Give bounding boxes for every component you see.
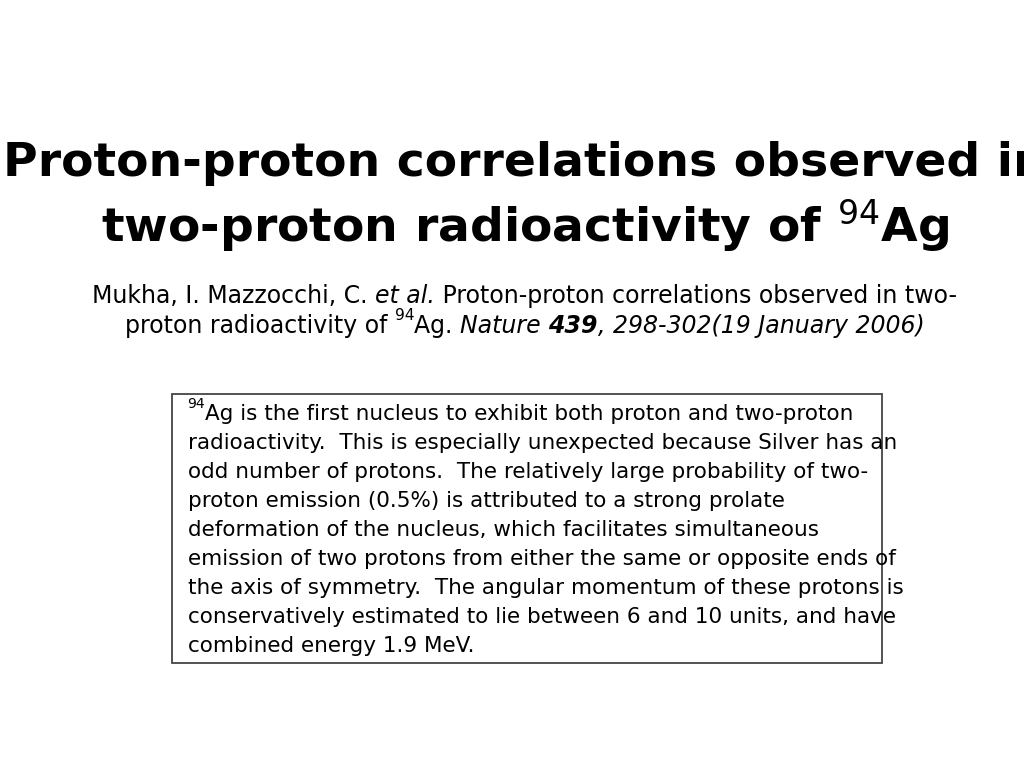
Text: the axis of symmetry.  The angular momentum of these protons is: the axis of symmetry. The angular moment… (187, 578, 903, 598)
Text: Proton-proton correlations observed in: Proton-proton correlations observed in (3, 141, 1024, 186)
Text: 439: 439 (549, 314, 598, 338)
Text: combined energy 1.9 MeV.: combined energy 1.9 MeV. (187, 636, 474, 657)
Text: odd number of protons.  The relatively large probability of two-: odd number of protons. The relatively la… (187, 462, 867, 482)
Text: Nature: Nature (461, 314, 549, 338)
Text: 94: 94 (187, 397, 205, 412)
Text: radioactivity.  This is especially unexpected because Silver has an: radioactivity. This is especially unexpe… (187, 433, 897, 453)
FancyBboxPatch shape (172, 394, 882, 663)
Text: emission of two protons from either the same or opposite ends of: emission of two protons from either the … (187, 549, 895, 569)
Text: Proton-proton correlations observed in two-: Proton-proton correlations observed in t… (435, 284, 957, 308)
Text: proton emission (0.5%) is attributed to a strong prolate: proton emission (0.5%) is attributed to … (187, 492, 784, 511)
Text: 94: 94 (395, 308, 415, 323)
Text: conservatively estimated to lie between 6 and 10 units, and have: conservatively estimated to lie between … (187, 607, 896, 627)
Text: Ag.: Ag. (415, 314, 461, 338)
Text: Ag is the first nucleus to exhibit both proton and two-proton: Ag is the first nucleus to exhibit both … (205, 405, 854, 425)
Text: proton radioactivity of: proton radioactivity of (125, 314, 395, 338)
Text: et al.: et al. (376, 284, 435, 308)
Text: two-proton radioactivity of $^{94}$Ag: two-proton radioactivity of $^{94}$Ag (100, 197, 949, 253)
Text: Mukha, I. Mazzocchi, C.: Mukha, I. Mazzocchi, C. (92, 284, 376, 308)
Text: deformation of the nucleus, which facilitates simultaneous: deformation of the nucleus, which facili… (187, 521, 818, 541)
Text: , 298-302(19 January 2006): , 298-302(19 January 2006) (598, 314, 925, 338)
